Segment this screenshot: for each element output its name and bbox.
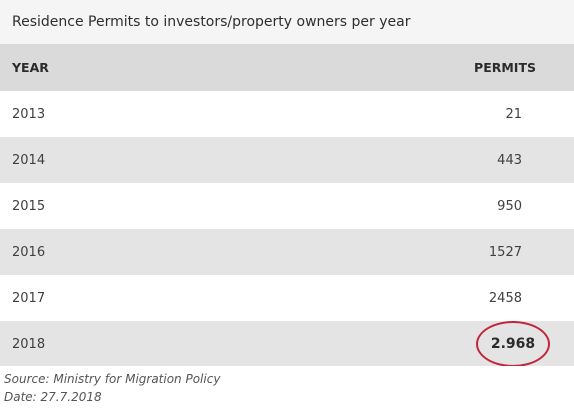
table-row: 2013 21 — [0, 91, 574, 137]
permits-cell: 21 — [505, 106, 522, 122]
table-title: Residence Permits to investors/property … — [0, 0, 574, 44]
date-text: Date: 27.7.2018 — [4, 390, 102, 404]
column-header-permits: PERMITS — [474, 60, 536, 75]
source-footer: Source: Ministry for Migration Policy Da… — [0, 366, 574, 417]
permits-cell: 1527 — [488, 244, 522, 260]
column-header-year: YEAR — [12, 60, 49, 75]
year-cell: 2018 — [12, 336, 46, 352]
year-cell: 2015 — [12, 198, 46, 214]
table-row: 2014 443 — [0, 137, 574, 183]
highlight-circle: 2.968 — [476, 321, 550, 367]
permits-table: YEAR PERMITS 2013 21 2014 443 2015 950 2… — [0, 44, 574, 367]
permits-cell: 443 — [497, 152, 522, 168]
table-row: 2018 2.968 — [0, 321, 574, 367]
table-row: 2017 2458 — [0, 275, 574, 321]
permits-cell: 950 — [497, 198, 522, 214]
table-title-text: Residence Permits to investors/property … — [12, 14, 411, 30]
year-cell: 2014 — [12, 152, 46, 168]
year-cell: 2017 — [12, 290, 46, 306]
year-cell: 2013 — [12, 106, 46, 122]
year-cell: 2016 — [12, 244, 46, 260]
table-header-row: YEAR PERMITS — [0, 44, 574, 91]
permits-cell-highlighted: 2.968 — [490, 336, 536, 352]
source-text: Source: Ministry for Migration Policy — [4, 372, 221, 386]
permits-cell: 2458 — [488, 290, 522, 306]
table-row: 2015 950 — [0, 183, 574, 229]
table-row: 2016 1527 — [0, 229, 574, 275]
